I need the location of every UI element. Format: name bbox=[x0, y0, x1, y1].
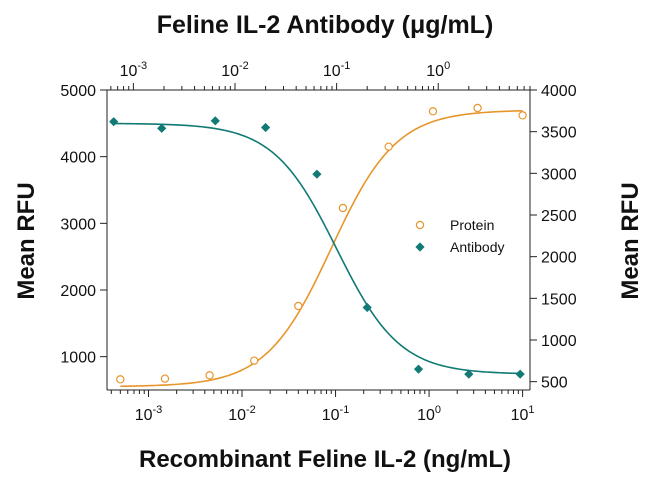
data-point-antibody bbox=[210, 116, 220, 126]
x-bottom-tick-label: 100 bbox=[417, 404, 441, 424]
legend-box bbox=[394, 205, 526, 267]
data-point-antibody bbox=[464, 369, 474, 379]
data-point-antibody bbox=[109, 117, 119, 127]
y-right-tick-label: 3500 bbox=[541, 125, 577, 142]
y-right-tick-label: 1000 bbox=[541, 333, 577, 350]
data-point-protein bbox=[384, 142, 393, 151]
x-top-tick-label: 10-3 bbox=[120, 60, 148, 80]
x-top-tick-label: 100 bbox=[426, 60, 450, 80]
y-left-tick-label: 2000 bbox=[60, 283, 96, 300]
y-right-tick-label: 2000 bbox=[541, 250, 577, 267]
y-right-tick-label: 500 bbox=[541, 375, 568, 392]
y-right-tick-label: 2500 bbox=[541, 208, 577, 225]
x-top-tick-label: 10-2 bbox=[221, 60, 249, 80]
y-right-tick-label: 3000 bbox=[541, 166, 577, 183]
data-point-protein bbox=[205, 371, 214, 380]
y-left-tick-label: 1000 bbox=[60, 350, 96, 367]
data-point-protein bbox=[250, 356, 259, 365]
fit-curve-antibody bbox=[113, 122, 521, 375]
x-top-tick-label: 10-1 bbox=[323, 60, 351, 80]
data-point-antibody bbox=[413, 364, 424, 374]
data-point-antibody bbox=[362, 302, 372, 313]
data-point-protein bbox=[338, 203, 348, 213]
plot-area: 10-3 10-2 10-1 100 101 10-3 10-2 10-1 100 1000 200… bbox=[60, 60, 576, 424]
data-point-antibody bbox=[157, 123, 167, 133]
legend-label-antibody: Antibody bbox=[450, 239, 504, 255]
data-point-protein bbox=[116, 375, 125, 384]
x-bottom-tick-label: 101 bbox=[511, 404, 535, 424]
y-left-tick-label: 4000 bbox=[60, 150, 96, 167]
y-right-tick-label: 1500 bbox=[541, 291, 577, 308]
y-left-tick-label: 5000 bbox=[60, 83, 96, 100]
legend-label-protein: Protein bbox=[450, 217, 494, 233]
y-axis-title-left: Mean RFU bbox=[13, 182, 40, 299]
x-bottom-tick-label: 10-2 bbox=[228, 404, 256, 424]
data-point-protein bbox=[518, 111, 527, 120]
x-axis-title: Recombinant Feline IL-2 (ng/mL) bbox=[139, 446, 511, 473]
x-bottom-tick-label: 10-3 bbox=[135, 404, 163, 424]
fit-curve-protein bbox=[120, 109, 523, 388]
data-point-protein bbox=[160, 374, 170, 383]
y-right-tick-label: 4000 bbox=[541, 83, 577, 100]
y-left-tick-label: 3000 bbox=[60, 216, 96, 233]
legend: Protein Antibody bbox=[394, 205, 526, 267]
data-point-protein bbox=[294, 301, 303, 311]
y-axis-title-right: Mean RFU bbox=[617, 182, 644, 299]
data-point-protein bbox=[428, 107, 438, 116]
x-bottom-tick-label: 10-1 bbox=[322, 404, 350, 424]
data-point-protein bbox=[473, 103, 482, 113]
legend-marker-protein bbox=[415, 220, 425, 230]
data-point-antibody bbox=[260, 122, 271, 133]
chart-top-title: Feline IL-2 Antibody (μg/mL) bbox=[157, 11, 494, 39]
legend-marker-antibody bbox=[415, 242, 425, 252]
data-point-antibody bbox=[515, 369, 525, 379]
data-point-antibody bbox=[312, 169, 322, 179]
